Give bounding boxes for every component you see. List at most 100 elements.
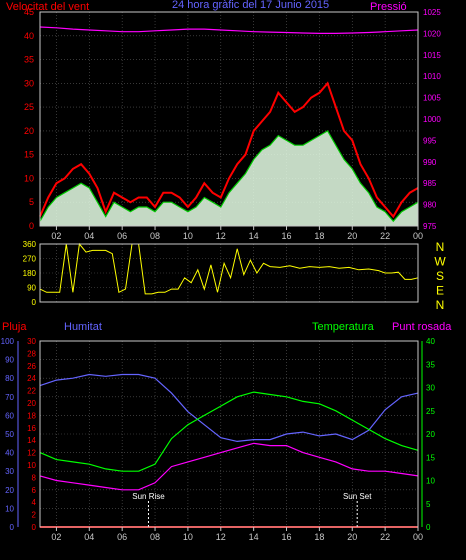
panel1-x-tick-label: 00 bbox=[413, 231, 423, 241]
panel3-x-tick-label: 06 bbox=[117, 532, 127, 542]
humidity-line bbox=[39, 373, 419, 443]
temperature-tick-label: 20 bbox=[426, 430, 435, 439]
panel1-x-tick-label: 12 bbox=[216, 231, 226, 241]
panel3-x-tick-label: 02 bbox=[51, 532, 61, 542]
wind-average-line bbox=[39, 130, 419, 223]
rain-title: Pluja bbox=[2, 321, 27, 333]
wind-tick-label: 30 bbox=[24, 78, 34, 88]
panel3-x-tick-label: 00 bbox=[413, 532, 423, 542]
humidity-tick-label: 10 bbox=[5, 504, 14, 513]
panel3-x-tick-label: 12 bbox=[216, 532, 226, 542]
panel1-x-tick-label: 08 bbox=[150, 231, 160, 241]
humidity-tick-label: 80 bbox=[5, 374, 14, 383]
panel1-x-tick-label: 14 bbox=[249, 231, 259, 241]
panel1-x-tick-label: 02 bbox=[51, 231, 61, 241]
pressure-tick-label: 1010 bbox=[423, 72, 441, 81]
temperature-tick-label: 30 bbox=[426, 384, 435, 393]
main-title: 24 hora gràfic del 17 Junio 2015 bbox=[172, 0, 329, 11]
panel2-frame bbox=[39, 243, 419, 303]
panel1-x-tick-label: 22 bbox=[380, 231, 390, 241]
panel3-x-tick-label: 04 bbox=[84, 532, 94, 542]
panel3-x-tick-label: 16 bbox=[282, 532, 292, 542]
wind-tick-label: 25 bbox=[24, 102, 34, 112]
rain-tick-label: 26 bbox=[27, 362, 36, 371]
compass-label: E bbox=[436, 284, 444, 298]
panel1-x-tick-label: 10 bbox=[183, 231, 193, 241]
temperature-tick-label: 25 bbox=[426, 407, 435, 416]
panel3-x-tick-label: 10 bbox=[183, 532, 193, 542]
wind-tick-label: 45 bbox=[24, 7, 34, 17]
direction-tick-label: 90 bbox=[27, 284, 36, 293]
wind-pressure-panel: 0510152025303540459759809859909951000100… bbox=[24, 7, 441, 241]
panel1-x-tick-label: 18 bbox=[314, 231, 324, 241]
wind-tick-label: 15 bbox=[24, 150, 34, 160]
sun-marker-label: Sun Set bbox=[343, 492, 372, 501]
temperature-tick-label: 15 bbox=[426, 453, 435, 462]
direction-tick-label: 0 bbox=[32, 298, 37, 307]
pressure-tick-label: 995 bbox=[423, 136, 437, 145]
panel3-x-tick-label: 20 bbox=[347, 532, 357, 542]
rain-tick-label: 2 bbox=[32, 511, 37, 520]
humidity-tick-label: 0 bbox=[10, 523, 15, 532]
temperature-title: Temperatura bbox=[312, 321, 375, 333]
compass-label: W bbox=[434, 255, 446, 269]
panel3-x-tick-label: 22 bbox=[380, 532, 390, 542]
rain-tick-label: 16 bbox=[27, 424, 36, 433]
rain-tick-label: 6 bbox=[32, 486, 37, 495]
compass-label: N bbox=[436, 298, 445, 312]
dew-point-title: Punt rosada bbox=[392, 321, 452, 333]
panel3-x-tick-label: 14 bbox=[249, 532, 259, 542]
rain-tick-label: 10 bbox=[27, 461, 36, 470]
wind-tick-label: 35 bbox=[24, 55, 34, 65]
humidity-tick-label: 100 bbox=[1, 337, 15, 346]
pressure-tick-label: 1025 bbox=[423, 8, 441, 17]
panel1-frame bbox=[39, 11, 419, 227]
temperature-tick-label: 0 bbox=[426, 523, 431, 532]
panel1-x-tick-label: 06 bbox=[117, 231, 127, 241]
rain-tick-label: 0 bbox=[32, 523, 37, 532]
direction-tick-label: 180 bbox=[23, 269, 37, 278]
humidity-tick-label: 20 bbox=[5, 486, 14, 495]
rain-tick-label: 18 bbox=[27, 411, 36, 420]
pressure-title: Pressió bbox=[370, 1, 407, 13]
wind-tick-label: 0 bbox=[29, 221, 34, 231]
compass-label: N bbox=[436, 240, 445, 254]
temperature-tick-label: 10 bbox=[426, 477, 435, 486]
humidity-tick-label: 50 bbox=[5, 430, 14, 439]
panel3-frame bbox=[39, 340, 419, 528]
pressure-tick-label: 1015 bbox=[423, 51, 441, 60]
humidity-tick-label: 30 bbox=[5, 467, 14, 476]
humidity-tick-label: 40 bbox=[5, 449, 14, 458]
rain-tick-label: 30 bbox=[27, 337, 36, 346]
wind-direction-line bbox=[39, 242, 419, 295]
wind-tick-label: 20 bbox=[24, 126, 34, 136]
panel1-x-tick-label: 04 bbox=[84, 231, 94, 241]
rain-tick-label: 12 bbox=[27, 449, 36, 458]
panel1-x-tick-label: 20 bbox=[347, 231, 357, 241]
dew-point-line bbox=[39, 442, 419, 491]
humidity-tick-label: 90 bbox=[5, 356, 14, 365]
pressure-tick-label: 980 bbox=[423, 201, 437, 210]
humidity-title: Humitat bbox=[64, 321, 102, 333]
compass-label: S bbox=[436, 269, 444, 283]
wind-gust-line bbox=[39, 81, 419, 219]
pressure-tick-label: 975 bbox=[423, 222, 437, 231]
direction-tick-label: 270 bbox=[23, 255, 37, 264]
humidity-tick-label: 60 bbox=[5, 411, 14, 420]
pressure-tick-label: 990 bbox=[423, 158, 437, 167]
temperature-tick-label: 35 bbox=[426, 360, 435, 369]
rain-tick-label: 8 bbox=[32, 473, 37, 482]
humidity-tick-label: 70 bbox=[5, 393, 14, 402]
rain-tick-label: 22 bbox=[27, 387, 36, 396]
pressure-line bbox=[39, 26, 419, 34]
wind-tick-label: 10 bbox=[24, 173, 34, 183]
rain-tick-label: 14 bbox=[27, 436, 36, 445]
temperature-tick-label: 40 bbox=[426, 337, 435, 346]
wind-tick-label: 40 bbox=[24, 31, 34, 41]
rain-tick-label: 20 bbox=[27, 399, 36, 408]
rain-tick-label: 28 bbox=[27, 349, 36, 358]
pressure-tick-label: 985 bbox=[423, 179, 437, 188]
